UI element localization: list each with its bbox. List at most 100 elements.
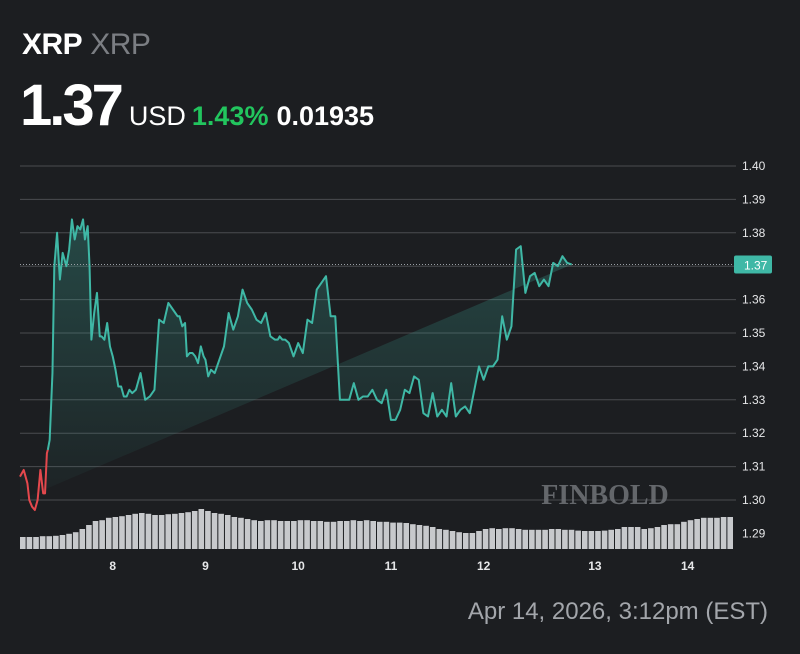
y-tick-label: 1.40 bbox=[742, 159, 766, 173]
volume-bar bbox=[714, 517, 720, 549]
x-tick-label: 13 bbox=[588, 559, 602, 573]
asset-name: XRP bbox=[90, 28, 151, 61]
last-price-label: 1.37 bbox=[744, 259, 768, 273]
volume-bar bbox=[357, 521, 363, 549]
volume-bar bbox=[575, 530, 581, 549]
currency-label: USD bbox=[128, 101, 186, 131]
volume-bar bbox=[304, 520, 310, 549]
volume-bar bbox=[218, 513, 224, 549]
volume-bar bbox=[694, 519, 700, 549]
volume-bar bbox=[654, 527, 661, 549]
volume-bar bbox=[185, 512, 191, 549]
volume-bar bbox=[72, 532, 79, 549]
volume-bar bbox=[363, 520, 370, 549]
volume-bar bbox=[449, 531, 456, 549]
y-tick-label: 1.31 bbox=[742, 460, 766, 474]
volume-bar bbox=[370, 521, 376, 549]
volume-bar bbox=[79, 529, 86, 549]
volume-bar bbox=[377, 521, 383, 549]
volume-bar bbox=[337, 521, 343, 549]
volume-bar bbox=[608, 529, 614, 549]
volume-bar bbox=[46, 536, 53, 549]
volume-bar bbox=[20, 537, 26, 549]
volume-bar bbox=[66, 533, 72, 549]
volume-bar bbox=[165, 514, 172, 549]
ticker-heading: XRP XRP bbox=[22, 28, 151, 62]
volume-bar bbox=[456, 532, 462, 549]
volume-bar bbox=[687, 520, 694, 549]
volume-bar bbox=[482, 529, 489, 549]
volume-bar bbox=[615, 529, 621, 549]
volume-bar bbox=[436, 529, 443, 549]
volume-bar bbox=[429, 527, 436, 549]
volume-bar bbox=[648, 528, 654, 549]
volume-bar bbox=[515, 529, 522, 549]
volume-bar bbox=[667, 524, 674, 549]
volume-bar bbox=[535, 529, 542, 549]
volume-bar bbox=[727, 517, 733, 549]
volume-bar bbox=[238, 517, 244, 549]
volume-bar bbox=[416, 525, 423, 549]
price-line-down bbox=[19, 449, 49, 512]
volume-bar bbox=[555, 529, 562, 549]
volume-bar bbox=[158, 515, 165, 549]
volume-bar bbox=[496, 529, 502, 549]
volume-bar bbox=[112, 517, 119, 549]
volume-bar bbox=[410, 524, 416, 549]
volume-bar bbox=[489, 528, 495, 549]
volume-bar bbox=[251, 520, 257, 549]
y-tick-label: 1.35 bbox=[742, 326, 766, 340]
symbol: XRP bbox=[22, 28, 83, 61]
y-tick-label: 1.33 bbox=[742, 393, 766, 407]
volume-bar bbox=[244, 519, 251, 549]
volume-bar bbox=[661, 525, 667, 549]
volume-bar bbox=[476, 531, 482, 549]
volume-bar bbox=[469, 533, 476, 549]
volume-bar bbox=[211, 513, 218, 549]
x-tick-label: 11 bbox=[385, 559, 398, 573]
volume-bar bbox=[105, 517, 112, 549]
volume-bar bbox=[258, 521, 264, 549]
volume-bar bbox=[581, 531, 588, 549]
volume-bar bbox=[396, 522, 403, 549]
volume-bar bbox=[390, 522, 396, 549]
volume-bar bbox=[548, 529, 555, 549]
volume-bar bbox=[297, 520, 304, 549]
volume-bar bbox=[462, 533, 469, 549]
y-tick-label: 1.38 bbox=[742, 226, 766, 240]
volume-bar bbox=[139, 513, 145, 549]
volume-bar bbox=[423, 525, 429, 549]
volume-bar bbox=[601, 530, 608, 549]
volume-bar bbox=[178, 513, 185, 549]
volume-bar bbox=[132, 513, 138, 549]
volume-bar bbox=[291, 521, 297, 549]
volume-bar bbox=[403, 523, 410, 549]
volume-bar bbox=[542, 529, 548, 549]
volume-bar bbox=[310, 521, 317, 549]
volume-bar bbox=[621, 527, 628, 549]
volume-bar bbox=[720, 517, 727, 549]
volume-bar bbox=[324, 521, 330, 549]
volume-bar bbox=[595, 531, 601, 549]
volume-bar bbox=[383, 521, 390, 549]
volume-bar bbox=[641, 529, 648, 549]
price-row: 1.37 USD 1.43% 0.01935 bbox=[20, 72, 374, 138]
last-price-tag bbox=[734, 255, 772, 274]
volume-bar bbox=[86, 525, 92, 549]
volume-bar bbox=[529, 529, 535, 549]
volume-bar bbox=[350, 520, 357, 549]
price-area bbox=[20, 219, 572, 511]
volume-bar bbox=[224, 515, 231, 549]
y-tick-label: 1.30 bbox=[742, 493, 766, 507]
volume-bar bbox=[284, 521, 291, 549]
volume-bar bbox=[99, 520, 105, 549]
volume-bar bbox=[700, 517, 707, 549]
volume-bar bbox=[145, 513, 152, 549]
volume-bar bbox=[59, 535, 66, 549]
x-tick-label: 10 bbox=[292, 559, 306, 573]
current-price: 1.37 bbox=[20, 73, 124, 138]
volume-bar bbox=[628, 527, 634, 549]
volume-bar bbox=[119, 516, 125, 549]
y-tick-label: 1.39 bbox=[742, 192, 766, 206]
